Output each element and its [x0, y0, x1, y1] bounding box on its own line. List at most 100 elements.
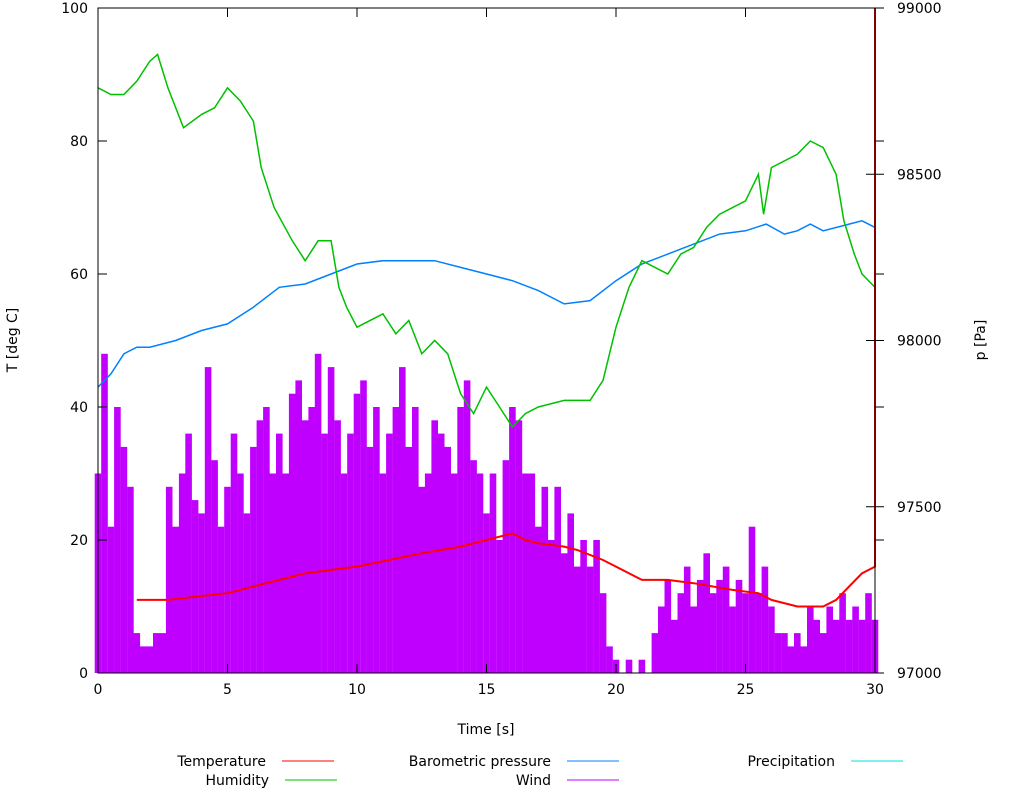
wind-impulse	[638, 659, 646, 673]
wind-impulse	[593, 540, 600, 673]
wind-impulse	[140, 646, 147, 673]
legend-label: Precipitation	[747, 754, 835, 770]
wind-impulse	[418, 486, 425, 673]
wind-impulse	[664, 579, 672, 673]
y-tick-label: 80	[70, 134, 88, 150]
x-tick-label: 5	[223, 682, 232, 698]
wind-impulse	[865, 593, 872, 673]
wind-impulse	[470, 460, 477, 673]
y-tick-label: 60	[70, 267, 88, 283]
wind-impulse	[185, 433, 192, 673]
wind-impulse	[237, 473, 244, 673]
y-tick-label: 100	[61, 1, 88, 17]
wind-impulse	[606, 646, 613, 673]
wind-impulse	[845, 619, 853, 673]
y2-tick-label: 97000	[897, 666, 942, 682]
wind-impulse	[159, 633, 166, 673]
wind-impulse	[567, 513, 574, 673]
wind-impulse	[690, 606, 697, 673]
wind-impulse	[858, 619, 866, 673]
wind-impulse	[450, 473, 458, 673]
wind-impulse	[748, 526, 756, 673]
wind-impulse	[852, 606, 859, 673]
wind-impulse	[548, 540, 555, 673]
wind-impulse	[541, 486, 549, 673]
wind-impulse	[444, 446, 451, 673]
wind-impulse	[677, 593, 685, 673]
line-temperature	[136, 8, 876, 608]
wind-impulse	[120, 446, 128, 673]
wind-impulse	[392, 407, 400, 673]
wind-impulse	[191, 500, 199, 673]
wind-impulse	[301, 420, 309, 673]
wind-impulse	[178, 473, 186, 673]
plot-marks	[94, 8, 879, 673]
wind-impulse	[373, 407, 380, 673]
x-tick-label: 30	[866, 682, 884, 698]
wind-impulse	[217, 526, 225, 673]
wind-impulse	[165, 486, 173, 673]
legend-item-barometric-pressure: Barometric pressure	[409, 754, 619, 770]
wind-impulse	[483, 513, 490, 673]
wind-impulse	[327, 367, 335, 673]
axes: 0 5 10 15 20 25 30 0 20 40 60 80 100 97000 97500 98000 9…	[61, 1, 941, 698]
wind-impulse	[774, 633, 782, 673]
wind-impulse	[580, 540, 587, 673]
wind-impulse	[314, 353, 322, 673]
x-tick-label: 10	[348, 682, 366, 698]
wind-impulse	[114, 407, 121, 673]
series-humidity	[97, 53, 876, 429]
wind-impulse	[826, 606, 833, 673]
wind-impulse	[800, 646, 808, 673]
wind-impulse	[813, 619, 820, 673]
wind-impulse	[250, 446, 257, 673]
y2-tick-label: 98500	[897, 167, 942, 183]
wind-impulse	[515, 420, 523, 673]
wind-impulse	[366, 446, 374, 673]
wind-impulse	[509, 407, 516, 673]
wind-impulse	[625, 659, 633, 673]
series-barometric-pressure	[97, 220, 876, 388]
wind-impulse	[794, 633, 801, 673]
legend: Temperature Humidity Barometric pressure Wi…	[176, 754, 903, 789]
wind-impulse	[360, 380, 367, 673]
wind-impulse	[347, 433, 354, 673]
wind-impulse	[722, 566, 730, 673]
wind-impulse	[386, 433, 393, 673]
wind-impulse	[340, 473, 348, 673]
wind-impulse	[703, 553, 710, 673]
wind-impulse	[101, 353, 108, 673]
wind-impulse	[379, 473, 387, 673]
y-tick-label: 0	[79, 666, 88, 682]
legend-label: Temperature	[176, 754, 266, 770]
legend-label: Barometric pressure	[409, 754, 551, 770]
wind-impulse	[819, 633, 827, 673]
x-tick-label: 25	[737, 682, 755, 698]
wind-impulse	[308, 407, 315, 673]
x-axis-label: Time [s]	[457, 722, 515, 738]
wind-impulse	[709, 593, 717, 673]
wind-impulse	[476, 473, 484, 673]
legend-item-humidity: Humidity	[206, 773, 337, 789]
wind-impulse	[696, 579, 704, 673]
wind-impulse	[405, 446, 413, 673]
wind-impulse	[334, 420, 341, 673]
wind-impulse	[230, 433, 238, 673]
wind-impulse	[586, 566, 594, 673]
x-tick-label: 0	[94, 682, 103, 698]
wind-impulse	[651, 633, 659, 673]
y-axis-label: T [deg C]	[5, 308, 21, 374]
series-temperature	[136, 8, 876, 608]
wind-impulse	[424, 473, 432, 673]
series-wind	[94, 353, 879, 673]
wind-impulse	[742, 593, 749, 673]
wind-impulse	[832, 619, 840, 673]
wind-impulse	[269, 473, 277, 673]
wind-impulse	[412, 407, 419, 673]
wind-impulse	[353, 393, 361, 673]
wind-impulse	[243, 513, 251, 673]
wind-impulse	[761, 566, 769, 673]
wind-impulse	[735, 579, 743, 673]
wind-impulse	[755, 593, 762, 673]
